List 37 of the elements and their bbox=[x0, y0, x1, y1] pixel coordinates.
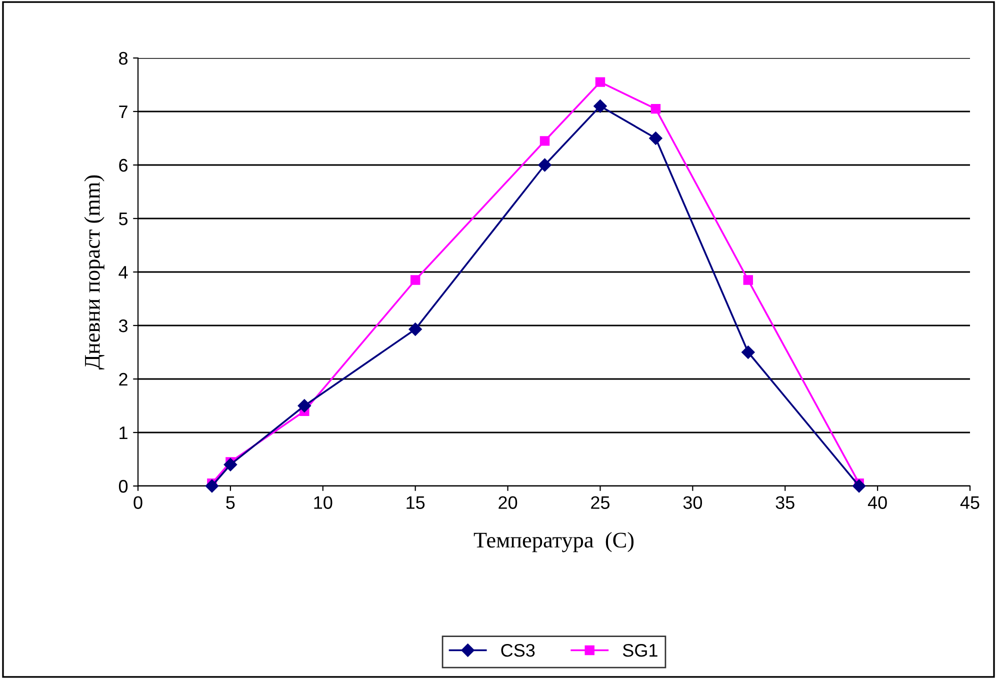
x-tick-label: 0 bbox=[134, 496, 142, 509]
point bbox=[538, 158, 552, 172]
y-tick-label: 7 bbox=[119, 106, 128, 118]
x-tick-label: 15 bbox=[406, 496, 425, 509]
legend-label: CS3 bbox=[501, 644, 535, 657]
y-tick-label: 6 bbox=[119, 158, 128, 172]
point bbox=[540, 136, 550, 146]
point bbox=[742, 346, 755, 359]
y-tick-label: 4 bbox=[118, 266, 128, 279]
point bbox=[408, 322, 422, 336]
legend-label: SG1 bbox=[622, 644, 658, 657]
y-tick-label: 0 bbox=[118, 480, 128, 493]
point bbox=[595, 77, 606, 87]
point bbox=[743, 275, 753, 285]
x-tick-label: 5 bbox=[226, 496, 235, 509]
y-tick-label: 1 bbox=[120, 426, 128, 440]
x-tick-label: 35 bbox=[776, 496, 794, 509]
point bbox=[650, 104, 661, 114]
y-axis-title: Дневни пораст (mm) bbox=[84, 175, 104, 370]
x-tick-label: 10 bbox=[314, 496, 332, 509]
x-tick-label: 30 bbox=[683, 496, 702, 509]
x-axis-title: Температура (C) bbox=[474, 532, 634, 552]
point bbox=[298, 399, 311, 412]
point bbox=[852, 479, 866, 493]
x-tick-label: 40 bbox=[868, 496, 887, 509]
point bbox=[594, 100, 607, 113]
y-tick-label: 8 bbox=[119, 52, 128, 65]
point bbox=[649, 132, 662, 145]
point bbox=[224, 458, 238, 472]
point bbox=[205, 479, 219, 493]
point bbox=[410, 275, 420, 285]
x-tick-label: 25 bbox=[591, 496, 610, 509]
y-tick-label: 2 bbox=[119, 372, 128, 386]
y-tick-label: 5 bbox=[118, 212, 128, 226]
x-tick-label: 45 bbox=[960, 496, 980, 509]
y-tick-label: 3 bbox=[118, 319, 128, 332]
x-tick-label: 20 bbox=[498, 496, 518, 509]
